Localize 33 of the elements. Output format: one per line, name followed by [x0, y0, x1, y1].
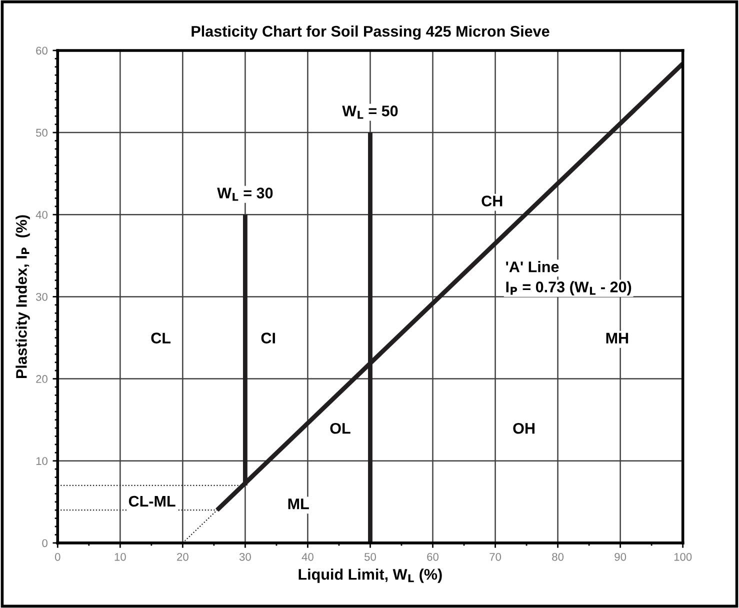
y-tick-label: 60 — [36, 46, 48, 55]
annotation: 'A' Line — [506, 261, 559, 272]
x-tick-label: 70 — [490, 552, 502, 561]
annotation: CL — [151, 332, 171, 344]
x-tick-label: 50 — [364, 552, 376, 561]
y-axis-title: Plasticity Index, I$_{P}$ (%) — [16, 215, 30, 378]
x-tick-label: 80 — [552, 552, 564, 561]
y-tick-label: 20 — [36, 375, 48, 383]
x-tick-label: 90 — [614, 552, 626, 561]
annotation: W$_{L}$ = 50 — [342, 106, 398, 119]
x-tick-label: 20 — [177, 552, 188, 561]
annotation: CL-ML — [128, 496, 176, 507]
chart-title: Plasticity Chart for Soil Passing 425 Micron Sieve — [192, 26, 550, 40]
x-tick-label: 60 — [427, 552, 439, 561]
annotation: MH — [606, 332, 628, 344]
annotation: OH — [513, 422, 534, 434]
y-tick-label: 50 — [36, 128, 48, 137]
annotation: CI — [261, 332, 275, 344]
y-tick-label: 40 — [36, 210, 48, 219]
annotation: I$_{P}$ = 0.73 (W$_{L}$ - 20) — [506, 281, 632, 296]
x-tick-label: 0 — [54, 552, 60, 561]
x-tick-label: 10 — [114, 552, 126, 561]
annotation: ML — [288, 498, 309, 510]
x-axis-title: Liquid Limit, W$_{L}$ (%) — [298, 568, 442, 583]
x-tick-label: 30 — [239, 552, 251, 561]
annotation: W$_{L}$ = 30 — [217, 188, 273, 201]
annotation: OL — [330, 422, 350, 434]
x-tick-label: 40 — [302, 552, 314, 561]
y-tick-label: 30 — [36, 292, 48, 301]
annotation: CH — [482, 196, 502, 206]
x-tick-label: 100 — [674, 552, 692, 561]
y-tick-label: 0 — [42, 539, 48, 548]
y-tick-label: 10 — [36, 457, 48, 465]
